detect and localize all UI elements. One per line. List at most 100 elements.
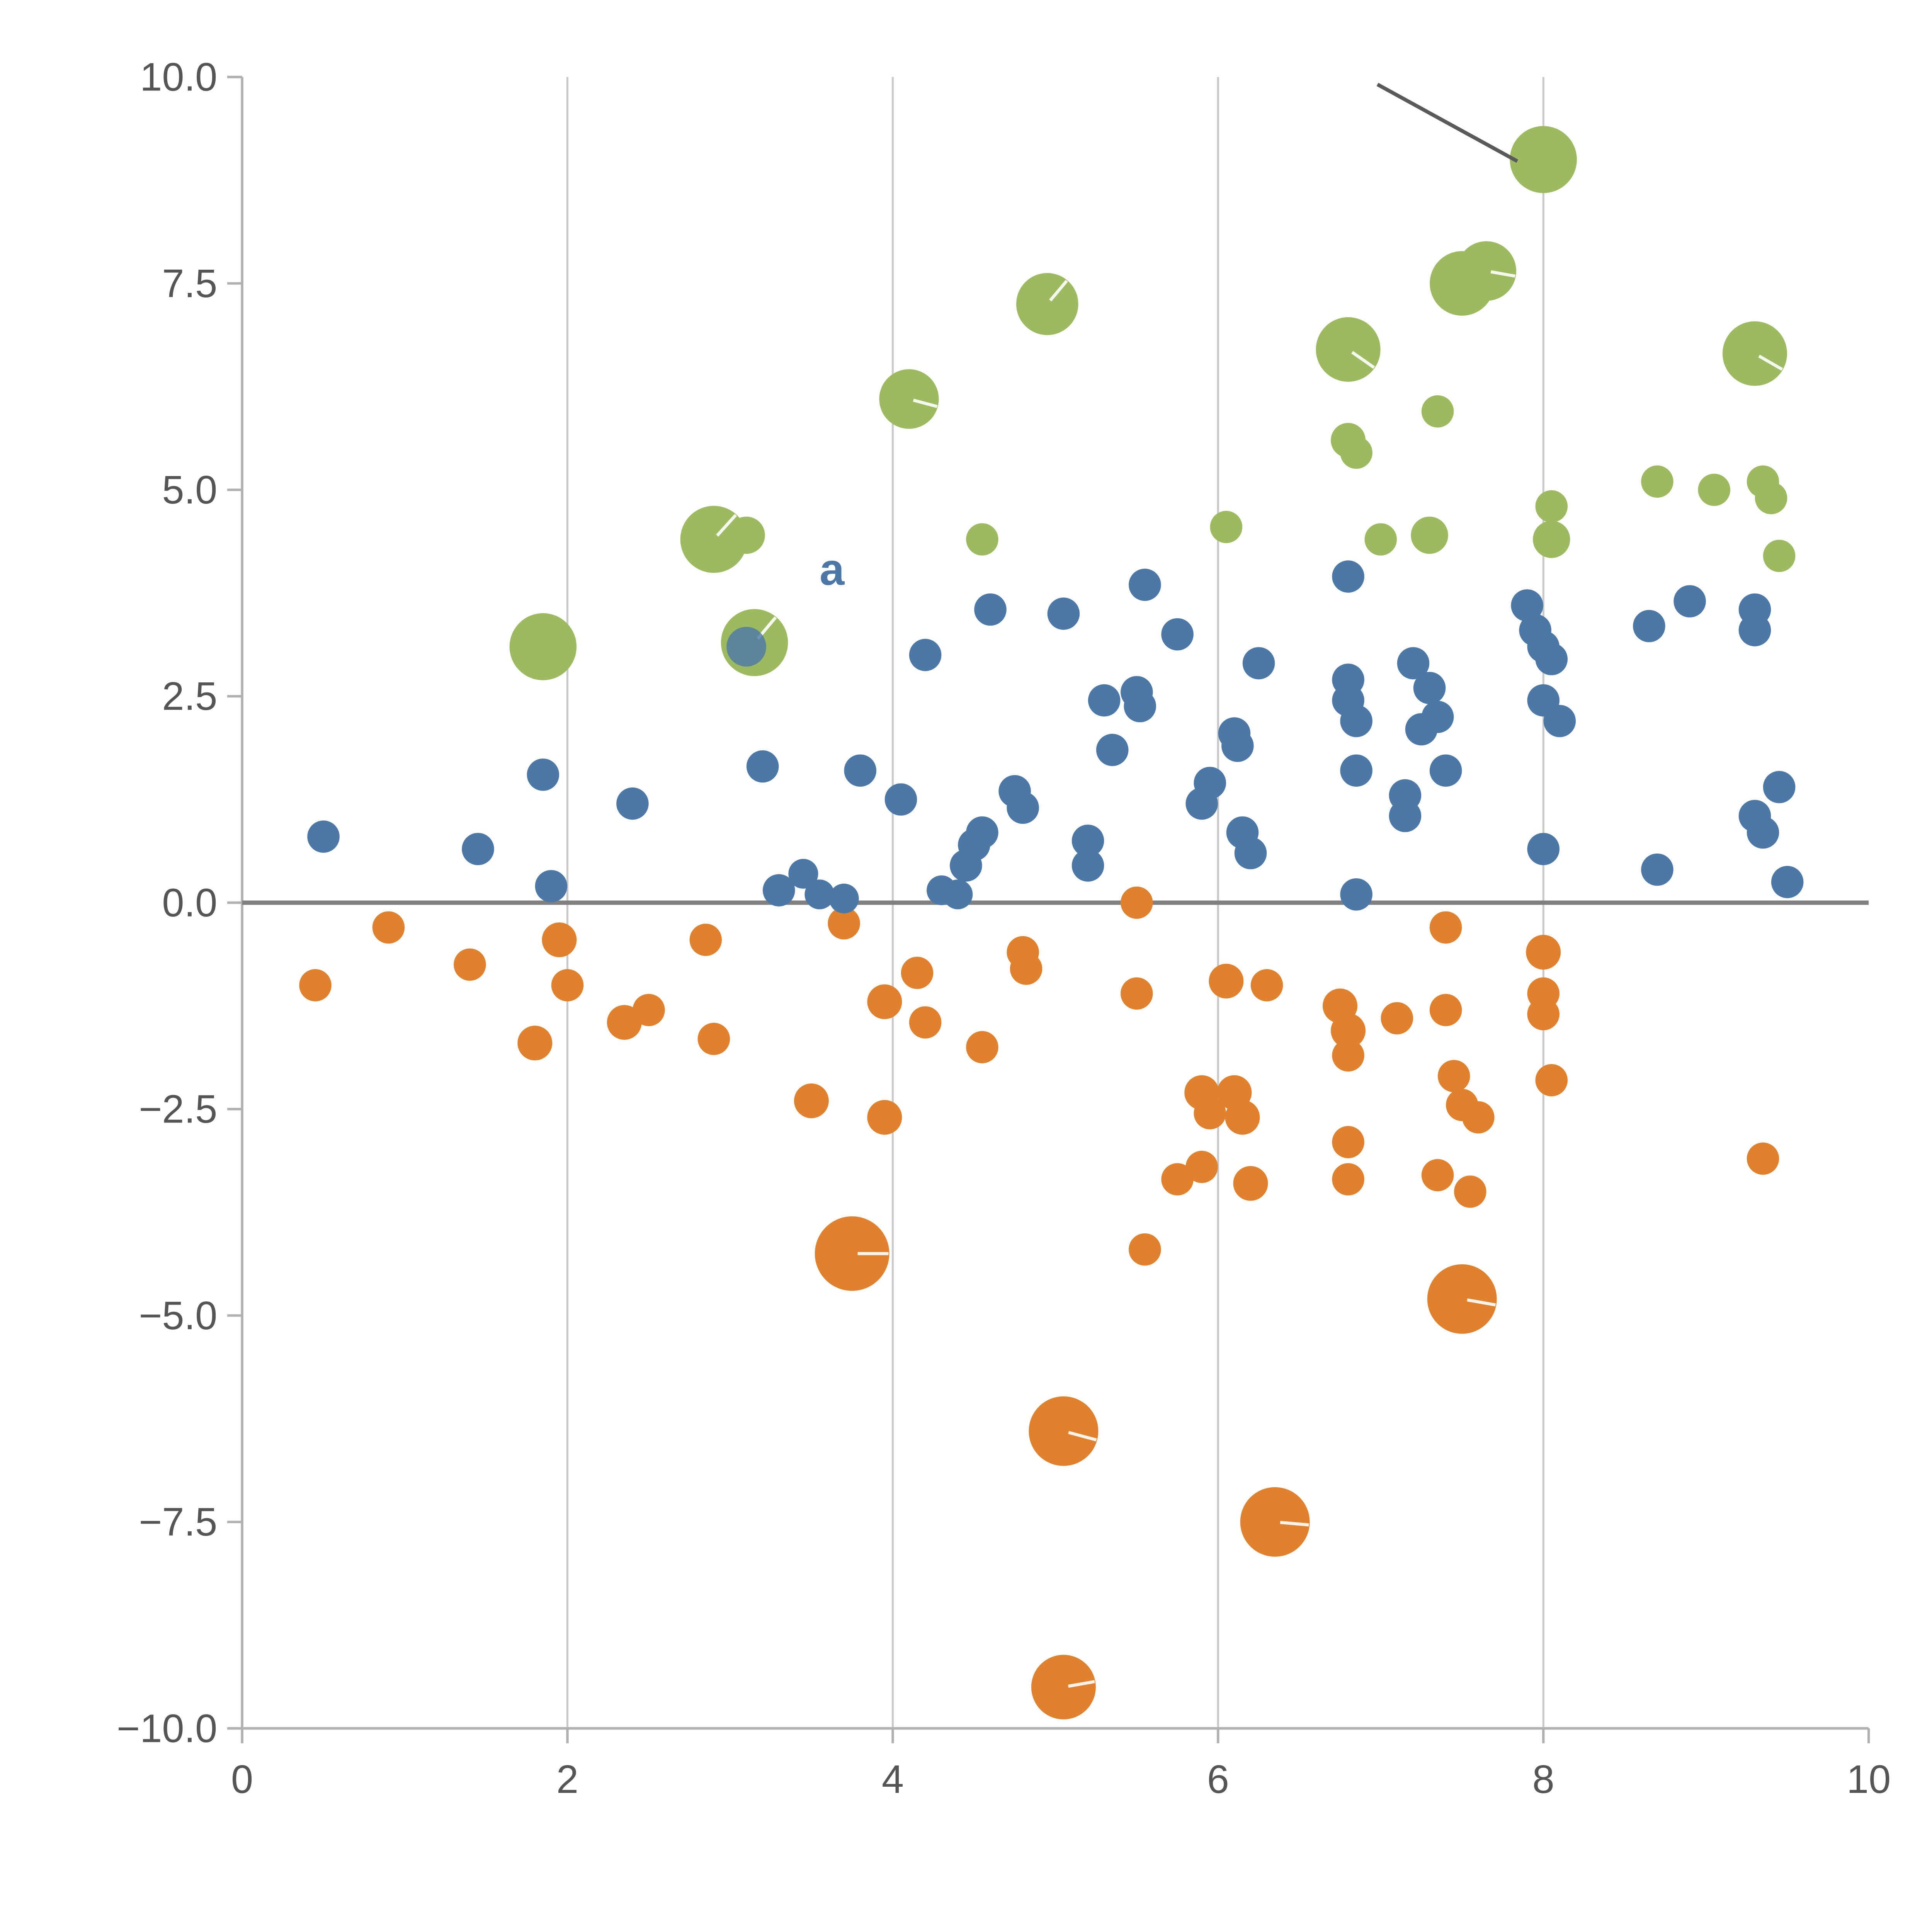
data-point-blue: [1633, 610, 1665, 643]
data-point-green: [1535, 490, 1568, 523]
bubble-whisker: [1280, 1520, 1309, 1527]
data-point-green: [509, 613, 577, 680]
data-point-blue: [1771, 866, 1804, 898]
data-point-blue: [1340, 754, 1372, 787]
data-point-orange: [1161, 1163, 1194, 1196]
data-point-green: [1210, 511, 1243, 543]
data-point-orange: [1240, 1487, 1310, 1557]
data-point-orange: [517, 1026, 553, 1061]
bubble-whisker: [1068, 1680, 1095, 1688]
data-point-green: [1016, 273, 1078, 335]
data-point-orange: [454, 948, 486, 981]
data-point-blue: [1088, 684, 1121, 717]
data-point-orange: [1121, 977, 1153, 1010]
data-point-orange: [1029, 1396, 1099, 1466]
data-point-green: [1411, 517, 1448, 554]
data-point-blue: [943, 879, 973, 910]
data-point-blue: [804, 879, 835, 910]
data-point-orange: [1437, 1060, 1470, 1092]
y-tick-label: 2.5: [162, 674, 217, 718]
data-point-orange: [794, 1083, 829, 1118]
data-point-orange: [966, 1031, 998, 1063]
data-point-green: [1316, 317, 1381, 382]
x-tick-label: 10: [1847, 1757, 1891, 1801]
x-tick-label: 8: [1532, 1757, 1554, 1801]
data-point-blue: [1747, 816, 1779, 849]
data-point-green: [1641, 465, 1673, 498]
data-point-orange: [1454, 1175, 1486, 1208]
data-point-green: [1510, 126, 1577, 193]
y-tick-label: 0.0: [162, 880, 217, 925]
data-point-blue: [1234, 837, 1267, 869]
data-point-orange: [1381, 1002, 1413, 1035]
data-point-blue: [1429, 754, 1462, 787]
data-point-blue: [1641, 853, 1673, 886]
data-point-green: [1722, 321, 1787, 386]
data-point-blue: [1389, 799, 1422, 832]
data-point-blue: [1543, 705, 1576, 737]
bubble-whisker: [1758, 354, 1783, 371]
data-point-green: [1340, 436, 1372, 469]
data-point-blue: [1535, 643, 1568, 675]
data-point-blue: [1340, 878, 1372, 911]
data-point-blue: [616, 787, 649, 820]
data-point-blue: [527, 759, 560, 791]
data-point-orange: [542, 922, 577, 957]
data-point-orange: [828, 907, 860, 940]
data-point-blue: [1096, 734, 1129, 766]
data-point-orange: [372, 911, 405, 944]
bubble-whisker: [1490, 270, 1516, 278]
data-point-blue: [307, 820, 340, 853]
data-point-blue: [1194, 767, 1226, 799]
data-point-orange: [1010, 952, 1043, 985]
data-point-orange: [1332, 1163, 1364, 1196]
y-tick-label: −10.0: [117, 1706, 217, 1750]
data-point-orange: [1250, 969, 1283, 1002]
data-point-orange: [909, 1006, 942, 1039]
data-point-blue: [1242, 647, 1275, 680]
x-tick-label: 4: [882, 1757, 904, 1801]
data-point-orange: [1429, 911, 1462, 944]
data-point-blue: [1738, 614, 1771, 646]
data-point-orange: [815, 1216, 889, 1291]
data-point-blue: [1527, 833, 1560, 865]
data-point-orange: [1225, 1100, 1260, 1135]
data-point-green: [1763, 539, 1796, 572]
data-point-orange: [1526, 935, 1561, 970]
data-point-blue: [966, 816, 998, 849]
data-point-orange: [1527, 998, 1560, 1031]
data-point-blue: [1397, 647, 1430, 680]
data-point-green: [1698, 473, 1730, 506]
data-point-blue: [1071, 825, 1104, 857]
data-point-blue: [1421, 701, 1454, 733]
data-point-blue: [1129, 568, 1161, 601]
y-tick-label: −7.5: [139, 1500, 217, 1544]
data-point-orange: [1535, 1064, 1568, 1097]
data-point-orange: [1121, 886, 1153, 919]
data-point-orange: [1194, 1097, 1226, 1129]
data-point-blue: [1413, 672, 1446, 704]
data-point-orange: [1429, 994, 1462, 1026]
x-tick-label: 2: [556, 1757, 578, 1801]
data-point-blue: [535, 870, 568, 903]
data-point-blue: [462, 833, 494, 865]
y-tick-label: −5.0: [139, 1293, 217, 1338]
data-point-orange: [1331, 1013, 1366, 1048]
data-point-orange: [1427, 1264, 1497, 1334]
data-point-orange: [697, 1022, 730, 1055]
data-point-orange: [1462, 1101, 1495, 1134]
y-tick-label: −2.5: [139, 1087, 217, 1131]
data-point-green: [1755, 482, 1787, 514]
bubble-whisker: [1351, 351, 1375, 369]
bubble-whisker: [716, 514, 737, 537]
data-point-blue: [1340, 705, 1372, 737]
data-point-blue: [1124, 690, 1156, 723]
data-point-orange: [689, 923, 722, 956]
y-tick-label: 10.0: [140, 55, 217, 99]
data-point-blue: [1071, 849, 1104, 882]
data-point-orange: [1747, 1142, 1779, 1175]
data-point-blue: [1511, 589, 1543, 622]
data-point-orange: [1332, 1039, 1364, 1072]
